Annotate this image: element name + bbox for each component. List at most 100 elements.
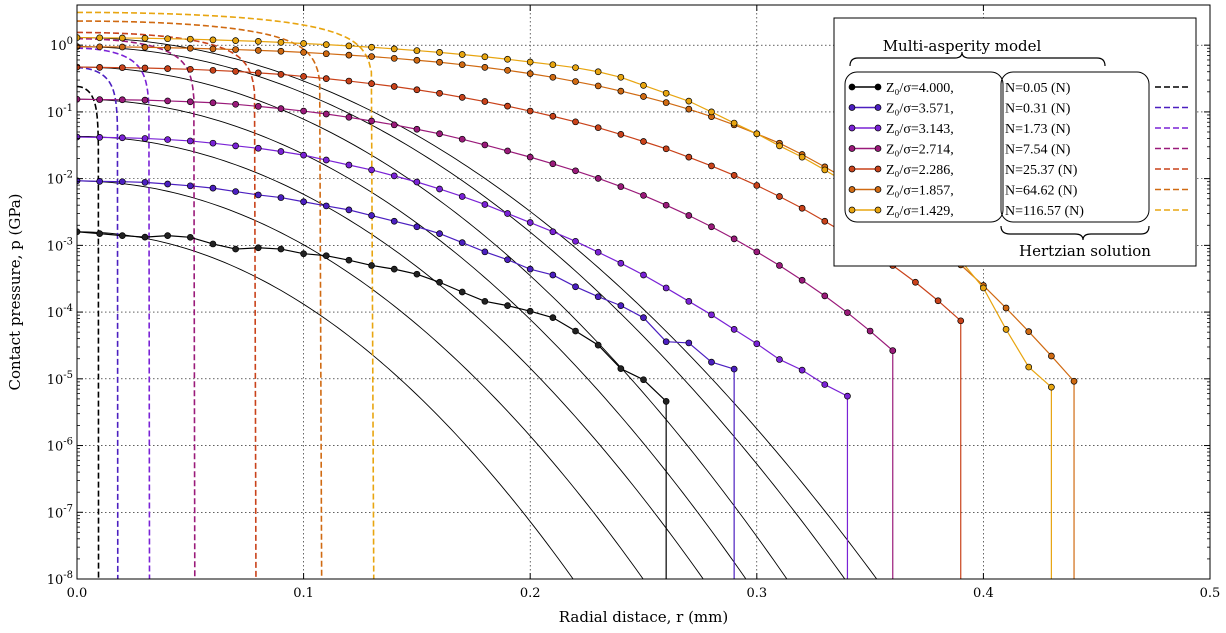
series-point: [685, 339, 693, 347]
series-point: [390, 45, 398, 53]
series-point: [141, 135, 149, 142]
series-point: [96, 230, 104, 237]
series-point: [526, 70, 534, 77]
reference-curve: [77, 180, 644, 579]
series-point: [572, 118, 579, 126]
series-point: [685, 153, 693, 161]
series-point: [345, 42, 353, 50]
legend-marker: [848, 165, 856, 173]
series-point: [572, 78, 579, 85]
series-point: [572, 283, 579, 291]
series-point: [481, 53, 489, 61]
series-point: [549, 271, 557, 279]
series-point: [277, 194, 285, 201]
series-point: [526, 153, 534, 161]
series-point: [345, 51, 353, 59]
series-point: [300, 40, 307, 47]
reference-curve: [77, 135, 704, 579]
series-point: [572, 64, 579, 72]
series-point: [549, 314, 557, 322]
series-point: [572, 167, 579, 175]
series-point: [368, 117, 375, 125]
x-tick-label: 0.1: [293, 586, 314, 601]
series-point: [164, 35, 171, 43]
series-point: [866, 327, 874, 335]
series-point: [118, 232, 126, 239]
series-point: [209, 139, 217, 147]
x-tick-label: 0.3: [746, 586, 767, 601]
legend-marker: [874, 83, 882, 91]
series-point: [640, 314, 647, 322]
series-point: [436, 58, 443, 66]
y-tick-label: 10-4: [47, 303, 73, 321]
series-point: [640, 271, 647, 279]
series-point: [232, 142, 239, 150]
series-point: [277, 245, 285, 253]
series-point: [413, 86, 421, 94]
series-point: [504, 55, 511, 63]
series-point: [1025, 328, 1033, 335]
series-point: [617, 131, 625, 138]
series-point: [504, 102, 511, 110]
series-point: [617, 302, 625, 309]
series-point: [186, 137, 194, 145]
x-tick-label: 0.5: [1200, 586, 1221, 601]
series-point: [368, 43, 375, 51]
series-point: [186, 35, 194, 43]
series-point: [617, 365, 625, 373]
series-point: [957, 317, 965, 325]
series-point: [708, 358, 715, 366]
series-point: [1002, 326, 1010, 333]
series-point: [436, 278, 443, 286]
series-point: [186, 44, 194, 52]
series-point: [254, 103, 262, 110]
series-point: [640, 376, 647, 384]
series-point: [232, 46, 239, 53]
legend-marker: [874, 206, 882, 214]
series-point: [186, 182, 194, 190]
series-point: [685, 212, 693, 219]
legend-marker: [848, 145, 856, 152]
legend-entry-n: N=116.57 (N): [1005, 204, 1084, 219]
series-point: [526, 58, 534, 66]
series-point: [322, 156, 330, 164]
legend-entry-z: Z₀/σ=2.714,: [886, 143, 954, 158]
series-point: [481, 141, 489, 149]
y-tick-label: 10-7: [47, 503, 73, 521]
series-point: [96, 96, 104, 103]
y-tick-label: 10-3: [47, 236, 73, 254]
series-point: [322, 202, 330, 210]
series-point: [708, 108, 715, 116]
series-point: [254, 191, 262, 199]
series-point: [844, 392, 851, 400]
series-point: [277, 47, 285, 55]
series-point: [300, 198, 307, 206]
series-point: [164, 180, 171, 188]
series-point: [594, 174, 602, 182]
series-point: [118, 134, 126, 142]
legend-entry-z: Z₀/σ=3.143,: [886, 122, 954, 137]
series-point: [753, 182, 761, 189]
series-point: [300, 49, 307, 56]
series-point: [390, 121, 398, 129]
series-point: [96, 34, 104, 42]
legend-entry-z: Z₀/σ=2.286,: [886, 163, 954, 178]
series-point: [277, 71, 285, 78]
series-point: [798, 204, 806, 212]
legend-entry-z: Z₀/σ=1.429,: [886, 204, 954, 219]
series-point: [186, 65, 194, 73]
series-point: [776, 356, 783, 363]
series-point: [844, 309, 851, 317]
series-line: [77, 180, 735, 370]
series-point: [526, 107, 534, 115]
series-point: [1070, 377, 1078, 385]
series-point: [776, 193, 783, 200]
y-tick-label: 10-5: [47, 370, 73, 388]
series-point: [594, 124, 602, 132]
legend-marker: [848, 124, 856, 132]
series-point: [322, 41, 330, 48]
series-point: [345, 206, 353, 214]
series-point: [368, 212, 375, 219]
series-point: [209, 45, 217, 53]
series-point: [436, 89, 443, 97]
